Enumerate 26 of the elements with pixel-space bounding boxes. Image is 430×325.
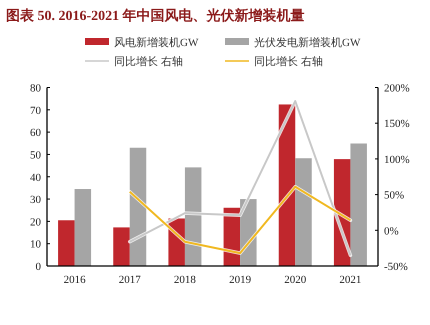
y-tick-label: 40	[30, 172, 42, 184]
legend-label: 光伏发电新增装机GW	[254, 36, 361, 49]
x-tick-label: 2018	[174, 274, 196, 286]
x-tick-label: 2019	[229, 274, 252, 286]
legend-label: 同比增长 右轴	[254, 55, 323, 68]
y2-tick-label: 150%	[384, 118, 410, 130]
y-tick-label: 10	[30, 238, 42, 251]
x-tick-label: 2016	[64, 274, 86, 286]
x-tick-label: 2021	[339, 274, 362, 286]
x-tick-label: 2020	[284, 274, 307, 286]
y2-tick-label: 50%	[384, 190, 404, 202]
y-tick-label: 20	[30, 216, 42, 228]
y-tick-label: 50	[30, 149, 42, 162]
y2-tick-label: -50%	[384, 261, 408, 273]
y-tick-label: 80	[30, 82, 42, 94]
y2-tick-label: 100%	[384, 154, 410, 166]
y-tick-label: 60	[30, 127, 42, 140]
legend-label: 风电新增装机GW	[114, 36, 199, 49]
y-tick-label: 30	[30, 194, 42, 206]
y-tick-label: 0	[36, 261, 42, 273]
y2-tick-label: 0%	[384, 225, 399, 238]
x-tick-label: 2017	[118, 274, 142, 286]
legend-label: 同比增长 右轴	[114, 55, 183, 68]
chart-title: 图表 50. 2016-2021 年中国风电、光伏新增装机量	[6, 7, 305, 24]
y-tick-label: 70	[30, 104, 42, 117]
y2-tick-label: 200%	[384, 82, 410, 94]
